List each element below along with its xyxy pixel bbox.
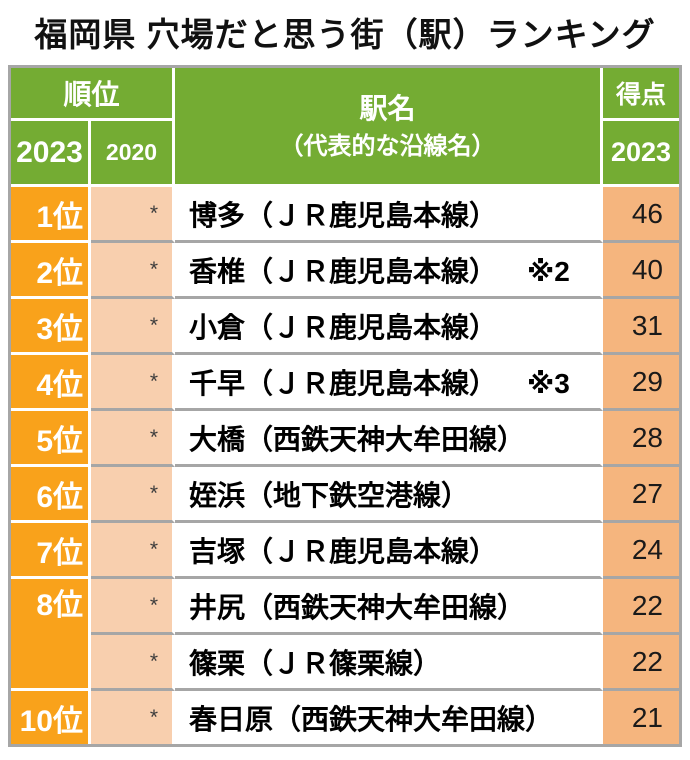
score-cell: 22	[603, 579, 679, 635]
prev-rank-cell: *	[91, 355, 176, 411]
station-cell: 春日原（西鉄天神大牟田線）	[175, 691, 603, 744]
score-cell: 22	[603, 635, 679, 691]
table-row: 3位 * 小倉（ＪＲ鹿児島本線） 31	[11, 299, 679, 355]
header-score: 得点	[603, 68, 679, 121]
table-header: 順位 駅名 （代表的な沿線名） 得点 2023 2020 2023	[11, 68, 679, 187]
table-row: 6位 * 姪浜（地下鉄空港線） 27	[11, 467, 679, 523]
station-name: 博多（ＪＲ鹿児島本線）	[189, 199, 498, 231]
station-cell: 吉塚（ＪＲ鹿児島本線）	[175, 523, 603, 579]
station-cell: 香椎（ＪＲ鹿児島本線） ※2	[175, 243, 603, 299]
prev-rank-cell: *	[91, 411, 176, 467]
score-cell: 24	[603, 523, 679, 579]
header-station-subtitle: （代表的な沿線名）	[279, 133, 496, 160]
header-row-groups: 順位 駅名 （代表的な沿線名） 得点	[11, 68, 679, 187]
station-name: 吉塚（ＪＲ鹿児島本線）	[189, 535, 498, 567]
rank-cell: 2位	[11, 243, 91, 299]
table-row: 1位 * 博多（ＪＲ鹿児島本線） 46	[11, 187, 679, 243]
prev-rank-cell: *	[91, 579, 176, 635]
station-note-mark: ※3	[527, 367, 570, 399]
station-cell: 千早（ＪＲ鹿児島本線） ※3	[175, 355, 603, 411]
prev-rank-cell: *	[91, 523, 176, 579]
table-row: 5位 * 大橋（西鉄天神大牟田線） 28	[11, 411, 679, 467]
rank-cell: 5位	[11, 411, 91, 467]
station-cell: 博多（ＪＲ鹿児島本線）	[175, 187, 603, 243]
score-cell: 21	[603, 691, 679, 744]
station-name: 香椎（ＪＲ鹿児島本線）	[189, 255, 498, 287]
station-name: 千早（ＪＲ鹿児島本線）	[189, 367, 498, 399]
rank-cell: 4位	[11, 355, 91, 411]
station-name: 篠栗（ＪＲ篠栗線）	[189, 647, 442, 679]
rank-cell: 8位	[11, 579, 91, 691]
prev-rank-cell: *	[91, 691, 176, 744]
prev-rank-cell: *	[91, 635, 176, 691]
station-name: 小倉（ＪＲ鹿児島本線）	[189, 311, 498, 343]
station-name: 姪浜（地下鉄空港線）	[189, 479, 470, 511]
station-cell: 姪浜（地下鉄空港線）	[175, 467, 603, 523]
station-cell: 大橋（西鉄天神大牟田線）	[175, 411, 603, 467]
prev-rank-cell: *	[91, 299, 176, 355]
header-station: 駅名 （代表的な沿線名）	[175, 68, 603, 187]
station-cell: 篠栗（ＪＲ篠栗線）	[175, 635, 603, 691]
table-row: 7位 * 吉塚（ＪＲ鹿児島本線） 24	[11, 523, 679, 579]
table-row: 8位 * 井尻（西鉄天神大牟田線） 22	[11, 579, 679, 691]
rank-cell: 6位	[11, 467, 91, 523]
table-row: 2位 * 香椎（ＪＲ鹿児島本線） ※2 40	[11, 243, 679, 299]
rank-cell: 7位	[11, 523, 91, 579]
score-cell: 46	[603, 187, 679, 243]
station-name: 大橋（西鉄天神大牟田線）	[189, 423, 526, 455]
station-name: 井尻（西鉄天神大牟田線）	[189, 591, 526, 623]
score-cell: 28	[603, 411, 679, 467]
prev-rank-cell: *	[91, 187, 176, 243]
prev-rank-cell: *	[91, 467, 176, 523]
rank-cell: 10位	[11, 691, 91, 744]
header-rank-year-2023: 2023	[11, 121, 91, 187]
table-row: 10位 * 春日原（西鉄天神大牟田線） 21	[11, 691, 679, 744]
score-cell: 31	[603, 299, 679, 355]
prev-rank-cell: *	[91, 243, 176, 299]
header-score-year: 2023	[603, 121, 679, 187]
table-row: 4位 * 千早（ＪＲ鹿児島本線） ※3 29	[11, 355, 679, 411]
header-row-years: 2023 2020 2023	[11, 121, 679, 187]
header-rank-group: 順位	[11, 68, 176, 121]
rank-cell: 1位	[11, 187, 91, 243]
header-rank-year-2020: 2020	[91, 121, 176, 187]
station-name: 春日原（西鉄天神大牟田線）	[189, 703, 554, 735]
header-station-title: 駅名	[359, 93, 416, 124]
station-note-mark: ※2	[527, 255, 570, 287]
table-row: * 篠栗（ＪＲ篠栗線） 22	[11, 635, 679, 691]
score-cell: 29	[603, 355, 679, 411]
score-cell: 27	[603, 467, 679, 523]
station-cell: 井尻（西鉄天神大牟田線）	[175, 579, 603, 635]
score-cell: 40	[603, 243, 679, 299]
table-body: 1位 * 博多（ＪＲ鹿児島本線） 46 2位 * 香椎（ＪＲ鹿児島本線） ※2 4…	[11, 187, 679, 744]
station-cell: 小倉（ＪＲ鹿児島本線）	[175, 299, 603, 355]
page-title: 福岡県 穴場だと思う街（駅）ランキング	[34, 16, 656, 53]
rank-cell: 3位	[11, 299, 91, 355]
ranking-table: 順位 駅名 （代表的な沿線名） 得点 2023 2020 2023 1位 * 博…	[8, 65, 682, 747]
